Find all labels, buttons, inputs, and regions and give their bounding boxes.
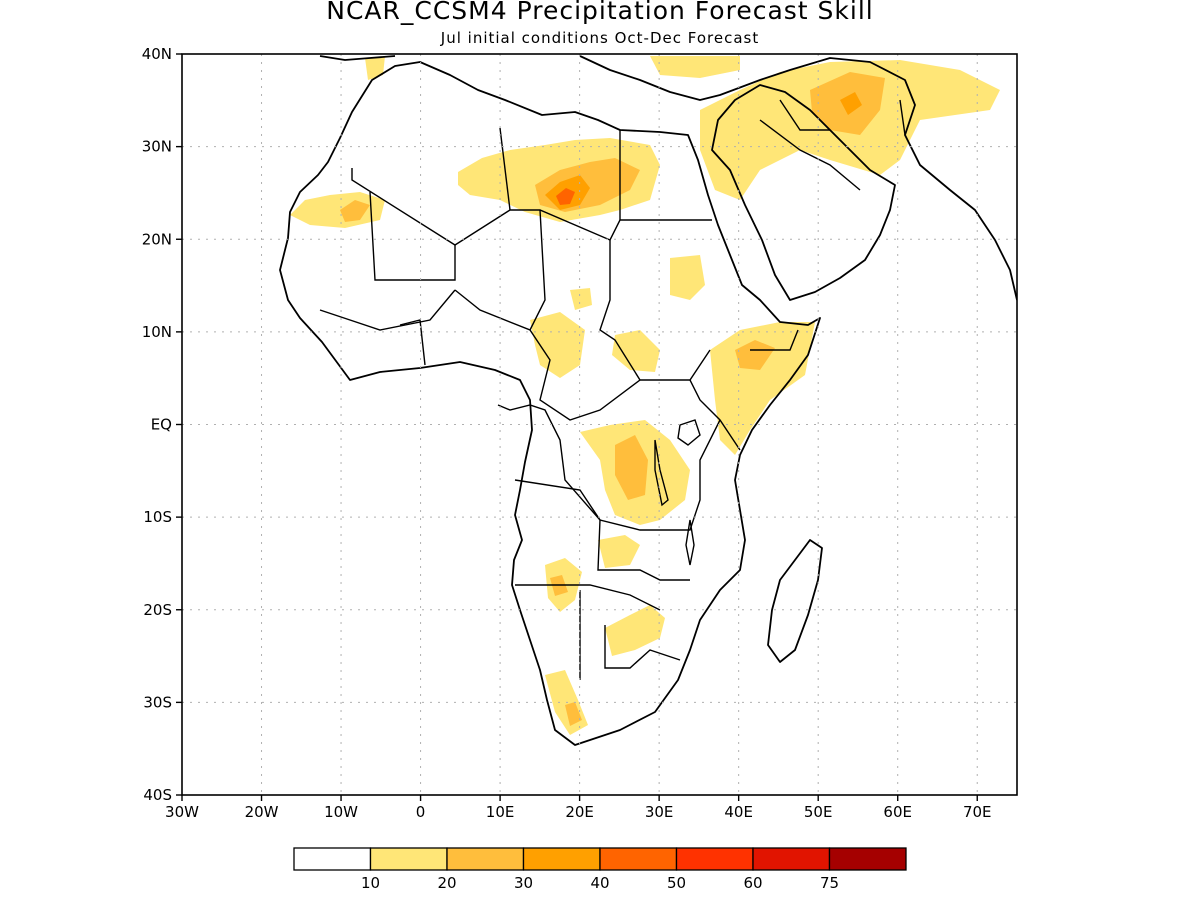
europe-asia-coastline [579,55,1017,301]
border-segment [689,379,741,451]
colorbar-swatch [293,847,372,871]
lon-tick-label: 20W [245,803,279,821]
skill-patch-horn [710,322,815,455]
skill-patch-horn-core [735,340,775,370]
lat-tick-label: 40S [143,786,172,804]
lake-victoria [677,419,701,446]
gridlines [182,54,1017,795]
border-segment [369,191,456,281]
lon-tick-label: 20E [565,803,594,821]
colorbar-label: 50 [667,874,686,892]
border-segment [319,289,456,331]
colorbar-label: 20 [437,874,456,892]
madagascar-coastline [767,539,823,663]
border-segment [454,289,641,421]
colorbar-swatch [752,847,831,871]
skill-patch-sahara-max [556,188,575,205]
lake-malawi [685,519,695,566]
border-segment [399,319,426,366]
skill-patch-sudan-north [670,255,705,300]
colorbar-swatch [369,847,448,871]
colorbar-swatch [522,847,601,871]
skill-patch-congo-core [615,435,648,500]
lon-tick-label: 10E [486,803,515,821]
colorbar-swatch [828,847,907,871]
africa-coastline [279,61,821,746]
lon-tick-label: 60E [883,803,912,821]
border-segment [779,99,830,131]
colorbar-label: 40 [590,874,609,892]
coastlines [279,55,1017,746]
colorbar-label: 30 [514,874,533,892]
lake-tanganyika [654,439,669,507]
border-segment [604,625,681,669]
borders [319,99,921,680]
lat-tick-label: EQ [151,416,172,434]
skill-shading [290,56,1000,735]
skill-patch-chad [530,312,585,378]
skill-patch-sahel-small [570,288,592,310]
border-segment [899,99,921,166]
skill-patch-south-africa-core [565,702,582,726]
latitude-labels: 40N 30N 20N 10N EQ 10S 20S 30S 40S [142,45,182,804]
colorbar-swatch [675,847,754,871]
longitude-labels: 30W 20W 10W 0 10E 20E 30E 40E 50E 60E 70E [165,795,992,821]
lat-tick-label: 10N [142,323,172,341]
border-segment [499,127,511,211]
lon-tick-label: 30E [645,803,674,821]
colorbar-label: 75 [820,874,839,892]
colorbar-swatch [599,847,678,871]
lon-tick-label: 10W [324,803,358,821]
border-segment [514,479,690,581]
skill-patch-botswana [605,605,665,656]
skill-patch-mauritania [290,192,385,228]
skill-patch-sudan [612,330,660,372]
lat-tick-label: 20N [142,230,172,248]
lon-tick-label: 70E [963,803,992,821]
lon-tick-label: 50E [804,803,833,821]
border-segment [529,209,546,331]
map-title: NCAR_CCSM4 Precipitation Forecast Skill [326,0,874,25]
border-segment [759,119,861,191]
skill-patch-mediterranean [650,56,740,78]
lon-tick-label: 40E [724,803,753,821]
colorbar-label: 10 [361,874,380,892]
border-segment [750,329,799,351]
lon-tick-label: 0 [416,803,426,821]
border-segment [497,404,721,531]
lon-tick-label: 30W [165,803,199,821]
map-subtitle: Jul initial conditions Oct-Dec Forecast [440,29,760,47]
lat-tick-label: 30S [143,693,172,711]
lat-tick-label: 10S [143,508,172,526]
colorbar-swatch [446,847,525,871]
border-segment [515,584,661,611]
skill-patch-iran-core [840,92,862,115]
arabia-coastline [711,84,896,301]
lat-tick-label: 20S [143,601,172,619]
border-segment [351,168,712,246]
lat-tick-label: 30N [142,138,172,156]
skill-patch-angola [598,535,640,568]
skill-patch-mauritania-core [340,200,370,222]
iberia-coastline [319,55,396,61]
skill-patch-iberia [365,56,385,80]
colorbar-label: 60 [743,874,762,892]
lat-tick-label: 40N [142,45,172,63]
colorbar: 10 20 30 40 50 60 75 [293,847,907,892]
